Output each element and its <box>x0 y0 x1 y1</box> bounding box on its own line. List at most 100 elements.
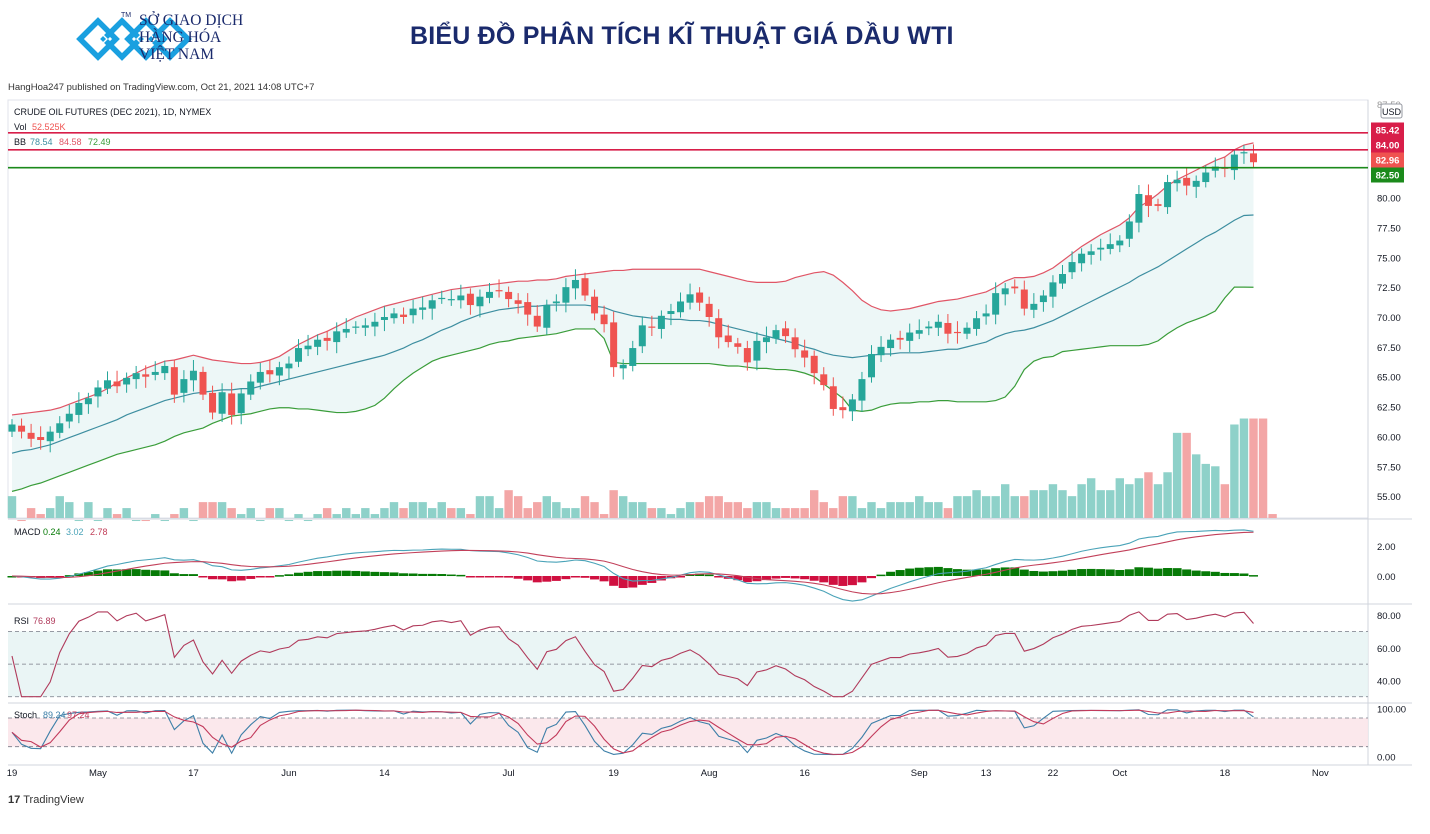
macd-histogram-bar <box>351 570 361 576</box>
time-tick-label: 17 <box>188 768 199 779</box>
candle-body <box>715 318 723 338</box>
volume-bar <box>542 496 551 518</box>
volume-bar <box>790 508 800 518</box>
volume-bar <box>65 502 74 518</box>
macd-histogram-bar <box>322 571 332 576</box>
time-tick-label: 16 <box>799 768 810 779</box>
vol-value: 52.525K <box>32 122 66 132</box>
candle-body <box>581 278 589 296</box>
macd-histogram-bar <box>294 572 303 576</box>
macd-histogram-bar <box>704 574 714 577</box>
macd-histogram-bar <box>1249 575 1258 577</box>
candle-body <box>199 371 207 395</box>
bollinger-middle-line <box>11 214 1254 454</box>
macd-histogram-bar <box>714 576 724 578</box>
macd-histogram-bar <box>427 573 437 576</box>
macd-signal-line <box>11 531 1254 595</box>
candle-body <box>333 331 341 343</box>
candle-body <box>1011 286 1019 289</box>
volume-bar <box>513 496 523 518</box>
volume-bar <box>1192 454 1201 518</box>
volume-bar <box>915 496 924 518</box>
volume-bar <box>838 496 848 518</box>
brand-name: SỞ GIAO DỊCH HÀNG HÓA VIỆT NAM <box>139 12 243 63</box>
candle-body <box>648 326 656 328</box>
candle-body <box>295 348 302 362</box>
volume-bar <box>628 502 637 518</box>
price-badge-label: 82.96 <box>1376 156 1400 167</box>
macd-histogram-bar <box>1048 571 1058 576</box>
candle-body <box>161 365 169 374</box>
candle-body <box>801 350 809 358</box>
price-badge <box>1371 122 1404 138</box>
candle-body <box>562 287 570 303</box>
volume-bar <box>819 502 828 518</box>
macd-histogram-bar <box>360 571 370 576</box>
trademark-mark: TM <box>121 12 132 19</box>
stoch-label: Stoch <box>14 710 37 720</box>
macd-histogram-bar <box>418 573 428 576</box>
volume-bar <box>74 520 84 522</box>
candle-body <box>352 326 360 328</box>
price-tick-label: 75.00 <box>1377 253 1401 264</box>
time-tick-label: Oct <box>1112 768 1127 779</box>
candle-body <box>1030 303 1038 310</box>
bb-lower-value: 72.49 <box>88 137 111 147</box>
price-badge-label: 82.50 <box>1376 171 1400 182</box>
vol-label: Vol <box>14 122 27 132</box>
price-tick-label: 72.50 <box>1377 283 1401 294</box>
candle-body <box>1250 153 1257 163</box>
macd-histogram-bar <box>1077 569 1087 576</box>
volume-bar <box>905 502 914 518</box>
price-tick-label: 65.00 <box>1377 373 1401 384</box>
macd-histogram-bar <box>341 570 351 576</box>
candle-body <box>323 337 331 341</box>
macd-histogram-bar <box>1229 573 1239 576</box>
candle-body <box>944 322 952 334</box>
volume-bar <box>217 502 227 518</box>
macd-histogram-bar <box>112 569 122 576</box>
macd-histogram-bar <box>485 576 494 578</box>
macd-histogram-bar <box>532 576 542 583</box>
macd-histogram-bar <box>1153 568 1163 576</box>
volume-bar <box>26 508 36 518</box>
candle-body <box>380 317 388 320</box>
macd-histogram-bar <box>628 576 638 588</box>
candle-body <box>973 318 981 329</box>
macd-signal-value: 2.78 <box>90 527 108 537</box>
volume-bar <box>1077 484 1086 518</box>
brand-line-3: VIỆT NAM <box>139 46 215 63</box>
macd-histogram-bar <box>1067 569 1077 576</box>
macd-histogram-bar <box>265 576 275 578</box>
price-chart[interactable]: 55.00 57.50 60.00 62.50 65.00 67.50 70.00 72.50… <box>0 96 1430 790</box>
volume-bar <box>962 496 972 518</box>
macd-histogram-bar <box>1010 567 1020 576</box>
macd-histogram-bar <box>933 566 943 576</box>
candle-body <box>858 379 866 401</box>
time-tick-label: 18 <box>1220 768 1231 779</box>
macd-histogram-bar <box>1182 569 1192 576</box>
tradingview-logo-icon: 17 <box>8 794 21 806</box>
macd-histogram-bar <box>551 576 561 581</box>
volume-bar <box>953 496 962 518</box>
macd-histogram-bar <box>656 576 666 581</box>
volume-bar <box>103 508 112 518</box>
price-tick-label: 70.00 <box>1377 313 1401 324</box>
macd-histogram-bar <box>236 576 246 581</box>
macd-histogram-bar <box>561 576 571 580</box>
volume-bar <box>685 502 695 518</box>
macd-histogram-bar <box>1038 571 1048 576</box>
candle-body <box>94 387 102 397</box>
tradingview-brand[interactable]: 17 TradingView <box>8 794 84 806</box>
price-tick-label: 77.50 <box>1377 223 1401 234</box>
volume-bar <box>733 502 742 518</box>
volume-bar <box>36 514 45 518</box>
price-badge-label: 85.42 <box>1376 126 1400 137</box>
volume-bar <box>475 496 485 518</box>
macd-histogram-bar <box>169 573 179 576</box>
candle-body <box>1240 152 1248 154</box>
tradingview-label: TradingView <box>23 794 84 806</box>
macd-histogram-bar <box>609 576 619 586</box>
volume-bar <box>141 520 150 522</box>
volume-bar <box>1010 496 1019 518</box>
